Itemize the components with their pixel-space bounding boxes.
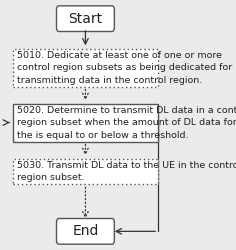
Text: End: End	[72, 224, 99, 238]
FancyBboxPatch shape	[56, 6, 114, 32]
Bar	[13, 104, 158, 142]
Text: 5030. Transmit DL data to the UE in the control
region subset.: 5030. Transmit DL data to the UE in the …	[17, 161, 236, 182]
FancyBboxPatch shape	[56, 218, 114, 244]
Bar	[13, 158, 158, 184]
Text: Start: Start	[68, 12, 102, 26]
Text: 5010. Dedicate at least one of one or more
control region subsets as being dedic: 5010. Dedicate at least one of one or mo…	[17, 50, 232, 84]
Text: 5020. Determine to transmit DL data in a control
region subset when the amount o: 5020. Determine to transmit DL data in a…	[17, 106, 236, 140]
Bar	[13, 48, 158, 86]
